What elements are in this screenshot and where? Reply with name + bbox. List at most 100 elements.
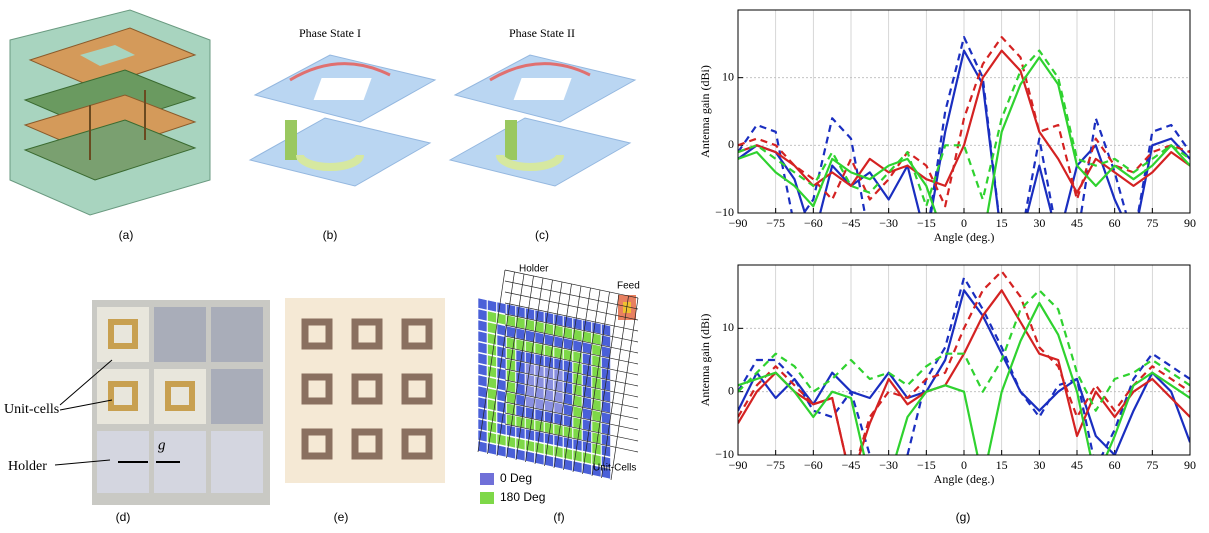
cell [545, 400, 554, 412]
cell [478, 408, 487, 420]
f-legend-label: 180 Deg [500, 490, 545, 504]
cell [583, 320, 592, 332]
cell [478, 331, 487, 343]
cell [564, 382, 573, 394]
x-tick-label: 75 [1146, 458, 1158, 472]
cell [602, 412, 611, 424]
cell [573, 450, 582, 462]
cell [545, 444, 554, 456]
panel-label: (a) [119, 228, 134, 242]
cell [516, 328, 525, 340]
cell [488, 388, 497, 400]
cell [583, 452, 592, 464]
panel-label: (d) [116, 510, 131, 524]
cell [583, 342, 592, 354]
cell [592, 366, 601, 378]
cell [535, 332, 544, 344]
cell [488, 410, 497, 422]
cell [573, 428, 582, 440]
cell [526, 374, 535, 386]
cell [583, 364, 592, 376]
x-tick-label: −15 [917, 458, 936, 472]
cell [592, 410, 601, 422]
x-tick-label: −45 [842, 216, 861, 230]
panel-label: (f) [553, 510, 564, 524]
cell [564, 448, 573, 460]
cell [497, 368, 506, 380]
d-label: g [158, 437, 166, 453]
cell [535, 420, 544, 432]
d-label: Holder [8, 459, 47, 474]
cell [497, 412, 506, 424]
cell [516, 306, 525, 318]
panel-b-diagram [250, 55, 435, 186]
panel-c-diagram [450, 55, 635, 186]
cell [507, 370, 516, 382]
cell [545, 334, 554, 346]
cell [592, 388, 601, 400]
f-legend-label: 0 Deg [500, 471, 532, 485]
cell [516, 416, 525, 428]
cell [564, 316, 573, 328]
phase-title: Phase State I [299, 26, 361, 40]
y-axis-label: Antenna gain (dBi) [698, 65, 712, 158]
cell [545, 312, 554, 324]
cell [564, 360, 573, 372]
y-axis-label: Antenna gain (dBi) [698, 314, 712, 407]
cell [602, 346, 611, 358]
cell [564, 426, 573, 438]
cell [583, 386, 592, 398]
panel-label: (b) [323, 228, 338, 242]
cell [516, 394, 525, 406]
phase-title: Phase State II [509, 26, 575, 40]
panel-label: (c) [535, 228, 549, 242]
x-axis-label: Angle (deg.) [934, 230, 995, 244]
cell [516, 372, 525, 384]
cell [497, 302, 506, 314]
f-label: Unit-Cells [593, 463, 636, 474]
x-tick-label: 30 [1033, 216, 1045, 230]
cell [535, 442, 544, 454]
x-tick-label: 90 [1184, 216, 1196, 230]
cell [564, 404, 573, 416]
y-tick-label: 10 [722, 320, 734, 334]
panel-d-photo [55, 300, 270, 505]
cell [526, 418, 535, 430]
x-tick-label: 0 [961, 458, 967, 472]
cell [526, 330, 535, 342]
cell [497, 346, 506, 358]
cell [516, 350, 525, 362]
cell [507, 436, 516, 448]
cell [554, 336, 563, 348]
cell [583, 430, 592, 442]
panel-e-photo [285, 298, 445, 483]
panel-a-diagram [10, 10, 210, 215]
cell [478, 364, 487, 376]
cell [602, 390, 611, 402]
f-label: Holder [519, 264, 549, 275]
cell [497, 324, 506, 336]
cell [554, 314, 563, 326]
cell [507, 326, 516, 338]
cell [545, 422, 554, 434]
cell [602, 368, 611, 380]
cell [573, 318, 582, 330]
cell [602, 434, 611, 446]
x-tick-label: 15 [996, 458, 1008, 472]
cell [497, 390, 506, 402]
cell [488, 432, 497, 444]
figure: Phase State I Phase State II Unit-cells … [0, 0, 1209, 528]
cell [592, 432, 601, 444]
cell [573, 406, 582, 418]
cell [507, 304, 516, 316]
cell [554, 380, 563, 392]
x-tick-label: −60 [804, 458, 823, 472]
cell [488, 344, 497, 356]
y-tick-label: −10 [715, 447, 734, 461]
x-tick-label: −30 [879, 458, 898, 472]
cell [478, 342, 487, 354]
x-tick-label: 75 [1146, 216, 1158, 230]
cell [526, 352, 535, 364]
cell [478, 320, 487, 332]
d-label: Unit-cells [4, 402, 59, 417]
